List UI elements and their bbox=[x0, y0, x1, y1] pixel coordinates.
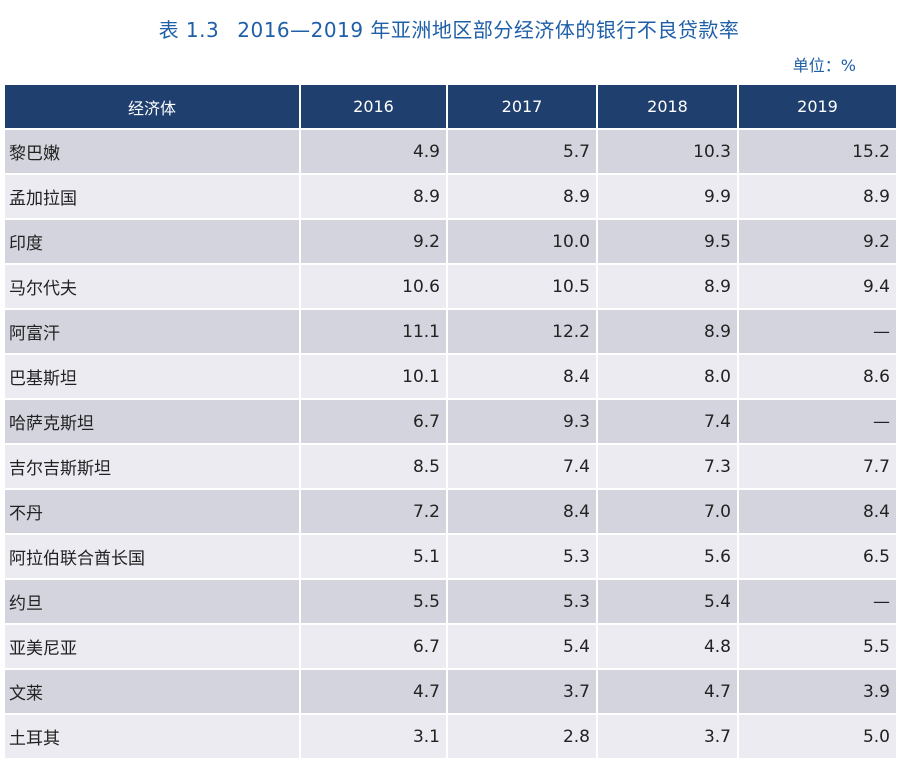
value-2017: 5.3 bbox=[446, 580, 596, 625]
value-2019: 8.4 bbox=[737, 490, 896, 535]
value-2016: 6.7 bbox=[299, 625, 446, 670]
economy-name: 黎巴嫩 bbox=[5, 130, 299, 175]
value-2019: 15.2 bbox=[737, 130, 896, 175]
economy-name: 文莱 bbox=[5, 670, 299, 715]
value-2019: 3.9 bbox=[737, 670, 896, 715]
economy-name: 土耳其 bbox=[5, 715, 299, 760]
table-row: 印度 9.2 10.0 9.5 9.2 bbox=[5, 220, 896, 265]
table-row: 阿富汗 11.1 12.2 8.9 — bbox=[5, 310, 896, 355]
value-2018: 4.7 bbox=[596, 670, 737, 715]
economy-name: 约旦 bbox=[5, 580, 299, 625]
header-2017: 2017 bbox=[446, 85, 596, 130]
economy-name: 马尔代夫 bbox=[5, 265, 299, 310]
value-2019: 9.4 bbox=[737, 265, 896, 310]
value-2016: 7.2 bbox=[299, 490, 446, 535]
value-2017: 2.8 bbox=[446, 715, 596, 760]
table-row: 孟加拉国 8.9 8.9 9.9 8.9 bbox=[5, 175, 896, 220]
economy-name: 吉尔吉斯斯坦 bbox=[5, 445, 299, 490]
value-2018: 8.0 bbox=[596, 355, 737, 400]
table-row: 亚美尼亚 6.7 5.4 4.8 5.5 bbox=[5, 625, 896, 670]
table-row: 马尔代夫 10.6 10.5 8.9 9.4 bbox=[5, 265, 896, 310]
value-2017: 8.4 bbox=[446, 490, 596, 535]
header-2016: 2016 bbox=[299, 85, 446, 130]
economy-name: 阿拉伯联合酋长国 bbox=[5, 535, 299, 580]
value-2019: — bbox=[737, 400, 896, 445]
value-2018: 9.9 bbox=[596, 175, 737, 220]
value-2016: 5.5 bbox=[299, 580, 446, 625]
value-2016: 10.6 bbox=[299, 265, 446, 310]
value-2016: 8.5 bbox=[299, 445, 446, 490]
value-2017: 7.4 bbox=[446, 445, 596, 490]
value-2018: 5.6 bbox=[596, 535, 737, 580]
value-2017: 9.3 bbox=[446, 400, 596, 445]
value-2016: 4.9 bbox=[299, 130, 446, 175]
value-2017: 5.4 bbox=[446, 625, 596, 670]
header-2019: 2019 bbox=[737, 85, 896, 130]
value-2019: — bbox=[737, 580, 896, 625]
value-2018: 7.4 bbox=[596, 400, 737, 445]
economy-name: 巴基斯坦 bbox=[5, 355, 299, 400]
economy-name: 孟加拉国 bbox=[5, 175, 299, 220]
value-2019: 5.0 bbox=[737, 715, 896, 760]
header-2018: 2018 bbox=[596, 85, 737, 130]
table-row: 不丹 7.2 8.4 7.0 8.4 bbox=[5, 490, 896, 535]
value-2017: 3.7 bbox=[446, 670, 596, 715]
table-title-text: 2016—2019 年亚洲地区部分经济体的银行不良贷款率 bbox=[237, 18, 740, 42]
value-2017: 10.0 bbox=[446, 220, 596, 265]
value-2017: 5.3 bbox=[446, 535, 596, 580]
value-2019: 8.9 bbox=[737, 175, 896, 220]
value-2017: 5.7 bbox=[446, 130, 596, 175]
value-2017: 8.4 bbox=[446, 355, 596, 400]
value-2018: 8.9 bbox=[596, 310, 737, 355]
value-2018: 5.4 bbox=[596, 580, 737, 625]
table-row: 阿拉伯联合酋长国 5.1 5.3 5.6 6.5 bbox=[5, 535, 896, 580]
npl-table: 经济体 2016 2017 2018 2019 黎巴嫩 4.9 5.7 10.3… bbox=[5, 85, 896, 760]
economy-name: 印度 bbox=[5, 220, 299, 265]
value-2018: 3.7 bbox=[596, 715, 737, 760]
table-row: 巴基斯坦 10.1 8.4 8.0 8.6 bbox=[5, 355, 896, 400]
table-row: 黎巴嫩 4.9 5.7 10.3 15.2 bbox=[5, 130, 896, 175]
economy-name: 亚美尼亚 bbox=[5, 625, 299, 670]
value-2016: 5.1 bbox=[299, 535, 446, 580]
unit-label: 单位：% bbox=[792, 56, 856, 75]
table-row: 哈萨克斯坦 6.7 9.3 7.4 — bbox=[5, 400, 896, 445]
value-2016: 11.1 bbox=[299, 310, 446, 355]
table-row: 土耳其 3.1 2.8 3.7 5.0 bbox=[5, 715, 896, 760]
value-2019: — bbox=[737, 310, 896, 355]
value-2018: 8.9 bbox=[596, 265, 737, 310]
value-2019: 9.2 bbox=[737, 220, 896, 265]
economy-name: 不丹 bbox=[5, 490, 299, 535]
value-2017: 10.5 bbox=[446, 265, 596, 310]
value-2017: 8.9 bbox=[446, 175, 596, 220]
value-2019: 5.5 bbox=[737, 625, 896, 670]
value-2016: 6.7 bbox=[299, 400, 446, 445]
header-economy: 经济体 bbox=[5, 85, 299, 130]
table-title: 表 1.3 2016—2019 年亚洲地区部分经济体的银行不良贷款率 bbox=[0, 14, 898, 43]
value-2018: 7.3 bbox=[596, 445, 737, 490]
value-2019: 6.5 bbox=[737, 535, 896, 580]
value-2016: 8.9 bbox=[299, 175, 446, 220]
value-2016: 9.2 bbox=[299, 220, 446, 265]
table-row: 文莱 4.7 3.7 4.7 3.9 bbox=[5, 670, 896, 715]
value-2018: 9.5 bbox=[596, 220, 737, 265]
value-2016: 3.1 bbox=[299, 715, 446, 760]
value-2018: 10.3 bbox=[596, 130, 737, 175]
value-2019: 8.6 bbox=[737, 355, 896, 400]
value-2018: 4.8 bbox=[596, 625, 737, 670]
header-row: 经济体 2016 2017 2018 2019 bbox=[5, 85, 896, 130]
value-2019: 7.7 bbox=[737, 445, 896, 490]
table-number: 表 1.3 bbox=[158, 18, 220, 42]
economy-name: 阿富汗 bbox=[5, 310, 299, 355]
value-2016: 4.7 bbox=[299, 670, 446, 715]
value-2016: 10.1 bbox=[299, 355, 446, 400]
value-2017: 12.2 bbox=[446, 310, 596, 355]
value-2018: 7.0 bbox=[596, 490, 737, 535]
economy-name: 哈萨克斯坦 bbox=[5, 400, 299, 445]
table-row: 约旦 5.5 5.3 5.4 — bbox=[5, 580, 896, 625]
table-row: 吉尔吉斯斯坦 8.5 7.4 7.3 7.7 bbox=[5, 445, 896, 490]
